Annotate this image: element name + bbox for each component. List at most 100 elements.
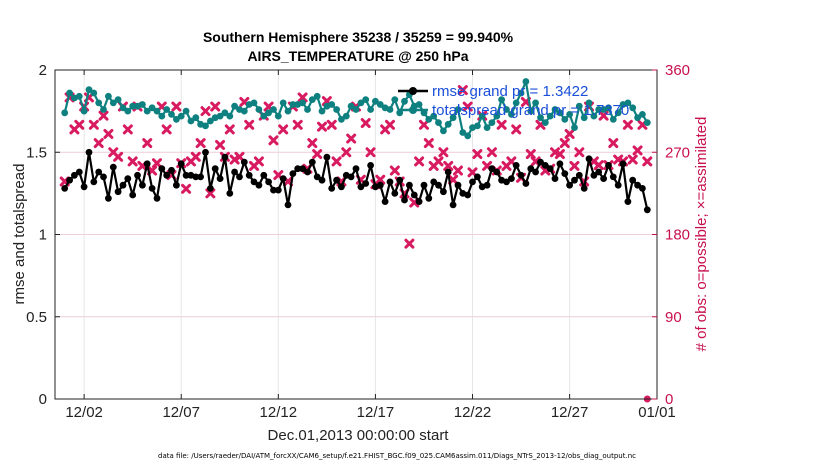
obs-assimilated-cross — [559, 138, 570, 149]
totalspread-point — [240, 107, 248, 115]
rmse-point — [158, 165, 166, 173]
x-tick-label: 01/01 — [638, 404, 676, 421]
obs-assimilated-marker — [181, 183, 192, 194]
rmse-point — [105, 194, 112, 202]
totalspread-point — [119, 104, 127, 112]
totalspread-point — [372, 97, 379, 105]
totalspread-point — [279, 99, 287, 107]
obs-assimilated-marker — [307, 138, 318, 149]
rmse-point — [90, 178, 98, 186]
totalspread-point — [221, 109, 229, 117]
obs-assimilated-marker — [375, 174, 386, 185]
obs-assimilated-marker — [452, 165, 463, 176]
legend-rmse-label: rmse grand pr = 1.3422 — [432, 83, 588, 100]
obs-assimilated-cross — [375, 174, 386, 185]
totalspread-point — [440, 127, 447, 135]
obs-assimilated-marker — [598, 110, 609, 121]
totalspread-point — [566, 111, 573, 118]
totalspread-point — [464, 132, 472, 140]
totalspread-point — [639, 111, 646, 118]
obs-assimilated-cross — [433, 156, 444, 167]
obs-assimilated-marker — [151, 158, 162, 169]
totalspread-point — [308, 96, 316, 103]
totalspread-point — [270, 106, 277, 113]
rmse-point — [143, 160, 151, 168]
obs-assimilated-marker — [414, 156, 425, 167]
obs-assimilated-cross — [297, 92, 308, 103]
rmse-point — [580, 185, 588, 192]
rmse-point — [619, 160, 627, 168]
rmse-point — [376, 181, 384, 189]
obs-assimilated-cross — [113, 151, 124, 162]
totalspread-point — [459, 129, 467, 136]
rmse-point — [75, 168, 83, 176]
obs-assimilated-cross — [103, 128, 114, 139]
y-tick-label: 2 — [39, 62, 47, 79]
rmse-point — [367, 162, 374, 169]
totalspread-point — [629, 104, 637, 112]
obs-assimilated-marker — [511, 124, 522, 135]
totalspread-point — [624, 99, 632, 107]
rmse-point — [512, 162, 520, 169]
rmse-point — [347, 173, 355, 181]
obs-assimilated-cross — [593, 160, 604, 171]
rmse-point — [493, 168, 501, 176]
obs-assimilated-cross — [438, 147, 449, 158]
rmse-point — [260, 171, 268, 179]
obs-assimilated-marker — [384, 119, 395, 130]
totalspread-point — [498, 96, 505, 103]
x-tick-label: 12/22 — [454, 404, 492, 421]
rmse-point — [503, 178, 510, 186]
obs-assimilated-cross — [457, 85, 468, 96]
obs-assimilated-cross — [632, 145, 643, 156]
obs-assimilated-marker — [608, 138, 619, 149]
totalspread-point — [177, 112, 185, 120]
totalspread-point — [537, 114, 544, 122]
obs-assimilated-cross — [389, 165, 400, 176]
obs-assimilated-marker — [418, 119, 429, 130]
totalspread-point — [139, 101, 146, 108]
totalspread-point — [129, 102, 137, 110]
obs-assimilated-marker — [224, 124, 235, 135]
chart-title: Southern Hemisphere 35238 / 35259 = 99.9… — [203, 29, 514, 45]
rmse-point — [396, 176, 404, 184]
obs-assimilated-cross — [98, 110, 109, 121]
totalspread-point — [173, 116, 180, 123]
obs-assimilated-marker — [312, 149, 323, 160]
x-tick-label: 12/02 — [65, 404, 103, 421]
obs-assimilated-cross — [253, 156, 264, 167]
rmse-point — [211, 165, 219, 173]
rmse-point — [240, 158, 248, 166]
obs-assimilated-marker — [74, 119, 85, 130]
rmse-point — [605, 162, 612, 169]
obs-assimilated-marker — [574, 147, 585, 158]
totalspread-point — [313, 92, 321, 100]
obs-assimilated-cross — [525, 149, 536, 160]
rmse-point — [328, 185, 336, 192]
x-tick-label: 12/07 — [162, 404, 200, 421]
obs-assimilated-marker — [433, 156, 444, 167]
obs-assimilated-cross — [496, 119, 507, 130]
totalspread-point — [202, 122, 209, 130]
rmse-point — [556, 160, 564, 168]
totalspread-point — [609, 116, 617, 123]
rmse-point — [274, 186, 282, 194]
totalspread-point — [255, 106, 263, 113]
totalspread-point — [328, 101, 336, 108]
rmse-point — [153, 194, 161, 202]
rmse-point — [415, 198, 423, 206]
rmse-point — [575, 171, 583, 179]
totalspread-point — [391, 96, 399, 103]
rmse-point — [595, 168, 603, 176]
totalspread-point — [124, 107, 132, 115]
obs-assimilated-cross — [278, 124, 289, 135]
totalspread-point — [546, 112, 554, 120]
rmse-point — [483, 181, 491, 189]
obs-assimilated-cross — [574, 147, 585, 158]
obs-assimilated-cross — [122, 124, 133, 135]
totalspread-point — [148, 104, 156, 112]
totalspread-point — [556, 109, 564, 117]
rmse-point — [313, 173, 321, 181]
obs-assimilated-marker — [438, 147, 449, 158]
